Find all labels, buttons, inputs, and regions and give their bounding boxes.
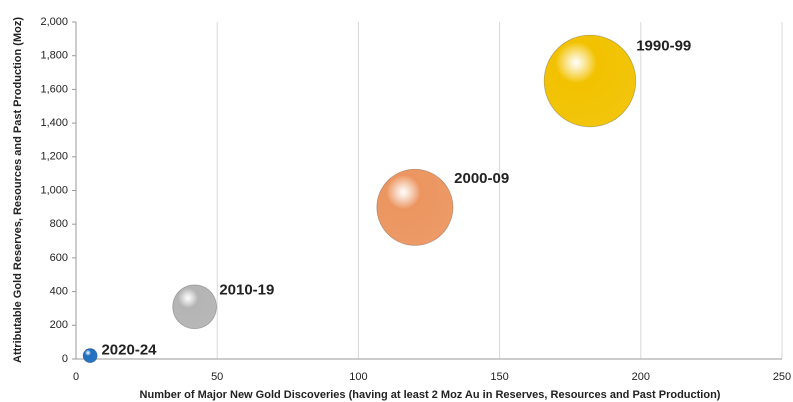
y-tick-label: 800 (50, 218, 68, 230)
y-tick-label: 1,600 (40, 83, 68, 95)
y-tick-label: 200 (50, 319, 68, 331)
bubble (376, 168, 454, 246)
x-tick-label: 50 (211, 371, 223, 383)
x-tick-label: 250 (773, 371, 791, 383)
y-tick-label: 1,400 (40, 117, 68, 129)
bubble (172, 284, 217, 330)
point-label: 1990-99 (636, 38, 691, 55)
x-axis-title: Number of Major New Gold Discoveries (ha… (140, 389, 721, 401)
y-axis-title: Attributable Gold Reserves, Resources an… (12, 17, 24, 363)
bubble (543, 34, 637, 128)
x-tick-label: 0 (73, 371, 79, 383)
y-tick-label: 0 (62, 353, 68, 365)
y-tick-label: 1,000 (40, 184, 68, 196)
y-tick-label: 600 (50, 252, 68, 264)
bubble (82, 348, 98, 364)
x-tick-label: 150 (490, 371, 508, 383)
point-label: 2020-24 (101, 341, 157, 358)
y-tick-label: 2,000 (40, 16, 68, 28)
y-tick-label: 1,200 (40, 151, 68, 163)
y-tick-label: 1,800 (40, 50, 68, 62)
x-tick-label: 100 (349, 371, 367, 383)
y-tick-label: 400 (50, 286, 68, 298)
point-label: 2000-09 (454, 170, 509, 187)
point-label: 2010-19 (219, 281, 274, 298)
x-tick-label: 200 (632, 371, 650, 383)
